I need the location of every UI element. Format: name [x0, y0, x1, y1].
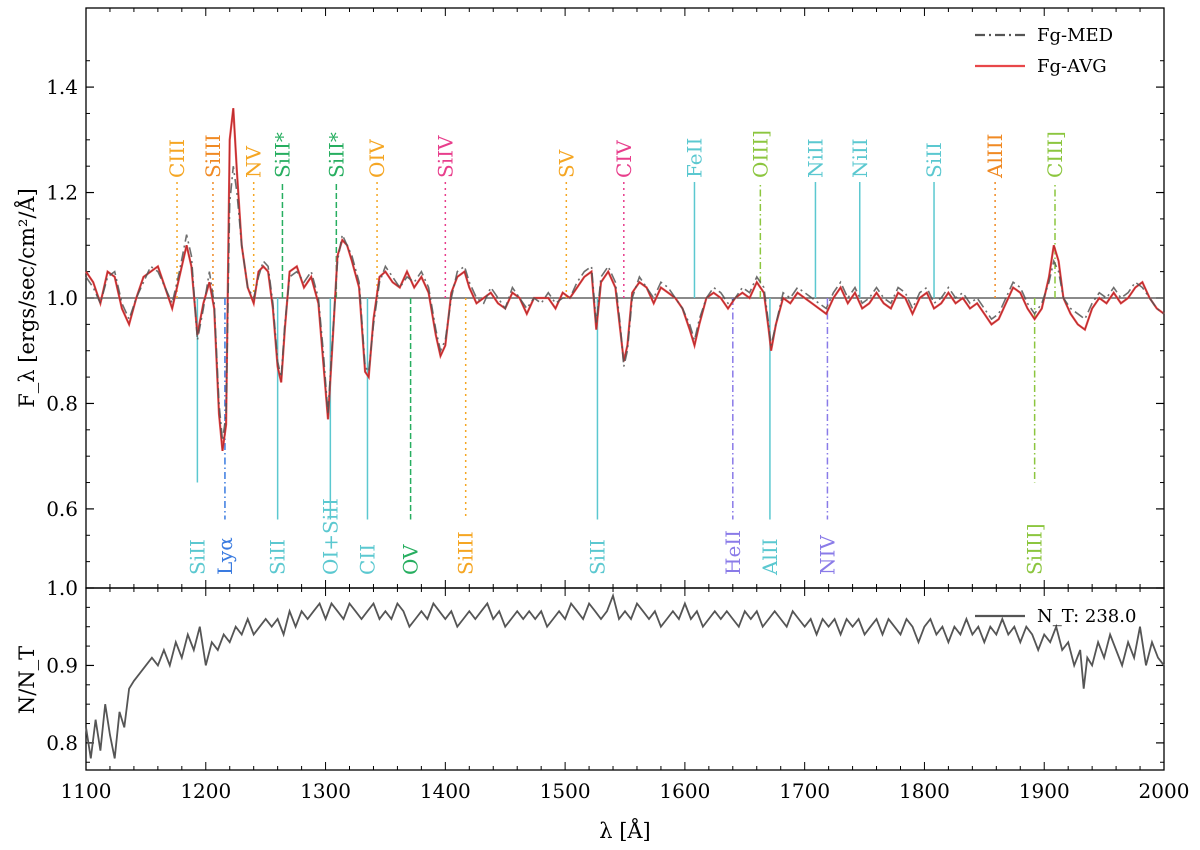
line-label-siii: SiII [266, 539, 290, 575]
line-label-niv: NIV [815, 535, 839, 575]
line-label-siii: SiII [922, 142, 946, 178]
bottom-panel-series [85, 592, 1165, 759]
x-tick-label: 1300 [300, 779, 351, 803]
legend-label-nt: N_T: 238.0 [1037, 606, 1136, 627]
line-label-ly: Lyα [213, 537, 237, 575]
x-axis-title: λ [Å] [599, 818, 651, 843]
line-label-sv: SV [554, 149, 578, 178]
top-panel-y-axis: 0.6 0.8 1.0 1.2 1.4 [46, 8, 1165, 588]
bottom-panel-frame [85, 587, 1165, 771]
bottom-panel-ylabel: N/N_T [15, 646, 39, 714]
series-nt [85, 592, 1165, 759]
line-label-heii: HeII [721, 530, 745, 575]
line-label-oiv: OIV [365, 139, 389, 178]
line-label-siiii: SiIII] [1023, 523, 1047, 575]
x-tick-label: 1100 [61, 779, 112, 803]
top-panel-series [85, 108, 1165, 452]
line-label-siiv: SiIV [433, 135, 457, 178]
bottom-legend: N_T: 238.0 [975, 606, 1136, 627]
x-tick-label: 1600 [659, 779, 710, 803]
line-label-siii: SiII* [324, 132, 348, 178]
top-legend: Fg-MED Fg-AVG [975, 25, 1113, 77]
line-label-siii: SiII [585, 539, 609, 575]
x-tick-label: 1200 [180, 779, 231, 803]
bottom-panel-axes: 0.8 0.9 1.0 1100 1200 1300 1400 1500 1600 1700 180… [46, 576, 1189, 803]
line-label-civ: CIV [612, 140, 636, 178]
line-label-oiii: OIII] [748, 130, 772, 178]
series-fg-med [85, 166, 1165, 441]
bottom-y-tick-label: 1.0 [46, 576, 78, 600]
line-markers: CIII SiIII NV SiII* SiII* OIV SiIV SV CIV FeII OII… [165, 130, 1067, 576]
line-label-nv: NV [242, 146, 266, 179]
series-fg-avg-core [85, 108, 1165, 451]
top-y-tick-label: 1.2 [46, 181, 78, 205]
x-tick-label: 1800 [899, 779, 950, 803]
line-label-siiii: SiIII [454, 531, 478, 575]
top-y-tick-label: 1.0 [46, 286, 78, 310]
legend-label-fg-avg: Fg-AVG [1037, 56, 1107, 77]
x-tick-label: 1900 [1019, 779, 1070, 803]
x-tick-label: 1700 [779, 779, 830, 803]
line-label-niii: NiII [803, 138, 827, 178]
x-tick-label: 1500 [540, 779, 591, 803]
legend-label-fg-med: Fg-MED [1037, 25, 1113, 46]
top-y-tick-label: 0.8 [46, 391, 78, 415]
top-panel-ylabel: F_λ [ergs/sec/cm²/Å] [14, 188, 39, 408]
bottom-y-tick-label: 0.9 [46, 653, 78, 677]
line-label-alii: AlII [758, 538, 782, 576]
x-tick-label: 2000 [1139, 779, 1190, 803]
line-label-aliii: AlIII [983, 133, 1007, 179]
top-y-tick-label: 0.6 [46, 497, 78, 521]
line-label-siii: SiII* [270, 132, 294, 178]
top-y-tick-label: 1.4 [46, 75, 78, 99]
line-label-siii: SiII [185, 539, 209, 575]
line-label-niii: NiII [848, 138, 872, 178]
x-tick-label: 1400 [420, 779, 471, 803]
line-label-ciii: CIII [165, 139, 189, 178]
line-label-cii: CII [355, 544, 379, 575]
line-label-ov: OV [399, 544, 423, 575]
line-label-oisiii: OI+SiII [318, 498, 342, 575]
line-label-ciii: CIII] [1043, 131, 1067, 178]
bottom-y-tick-label: 0.8 [46, 731, 78, 755]
line-label-feii: FeII [682, 138, 706, 178]
line-label-siiii: SiIII [201, 134, 225, 178]
